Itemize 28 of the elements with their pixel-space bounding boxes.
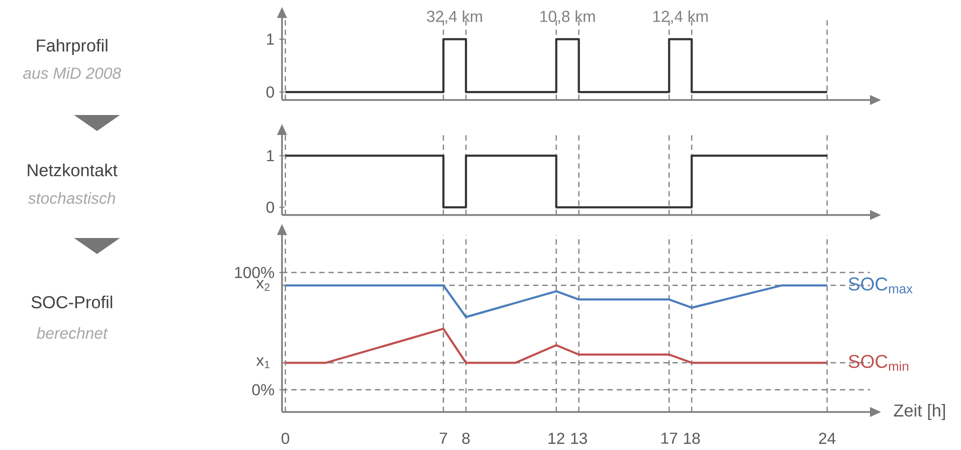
y-tick-label: 0 [266, 202, 274, 213]
x-tick-label: 17 [661, 432, 678, 444]
annotation: 12,4 km [653, 10, 708, 24]
y-tick-label: 1 [267, 150, 274, 162]
text: aus MiD 2008 [23, 67, 122, 79]
x-tick-label: 12 [548, 432, 564, 444]
y-tick-label: 0% [252, 384, 274, 396]
y-tick-label: 0 [266, 86, 274, 98]
x-tick-label: 24 [819, 432, 836, 444]
text: stochastisch [28, 192, 116, 204]
text: berechnet [36, 327, 108, 339]
annotation: 32,4 km [426, 10, 482, 24]
x-tick-label: 0 [282, 432, 290, 444]
x-tick-label: 18 [684, 432, 700, 444]
text: SOC-Profil [32, 296, 112, 308]
series-label: SOC$_{max}$ [848, 277, 913, 294]
x-tick-label: 13 [571, 432, 587, 444]
x-tick-label: 7 [440, 432, 448, 444]
x-axis-title: Zeit [h] [894, 404, 945, 420]
ref-line-label: x$_{2}$ [256, 280, 270, 291]
ref-line-label: x$_{1}$ [256, 357, 270, 368]
x-tick-label: 8 [462, 432, 470, 444]
y-tick-label: 1 [267, 34, 274, 45]
text: Netzkontakt [28, 164, 118, 176]
text: Fahrprofil [36, 38, 108, 56]
y-tick-label: 100% [235, 266, 274, 278]
annotation: 10,8 km [540, 10, 595, 24]
series-label: SOC$_{min}$ [848, 354, 908, 371]
